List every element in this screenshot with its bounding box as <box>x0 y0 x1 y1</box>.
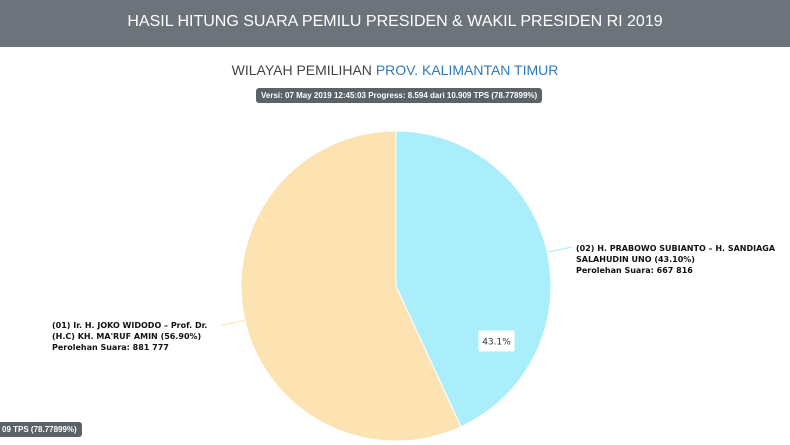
pie <box>240 130 552 442</box>
votes-label: 667 816 <box>656 266 693 275</box>
tooltip-box <box>477 329 516 353</box>
tooltip-label: 43.1% <box>482 338 511 348</box>
votes-caption: Perolehan Suara: <box>576 266 654 275</box>
connector <box>221 319 248 326</box>
votes-label: 881 777 <box>132 343 169 352</box>
chart-title: WILAYAH PEMILIHAN PROV. KALIMANTAN TIMUR <box>0 62 790 78</box>
title-text: WILAYAH PEMILIHAN <box>231 62 372 78</box>
slice-label: (02) H. PRABOWO SUBIANTO – H. SANDIAGA S… <box>576 243 776 276</box>
version-badge: Versi: 07 May 2019 12:45:03 Progress: 8.… <box>256 88 543 103</box>
footer-badge: 09 TPS (78.77899%) <box>0 422 82 437</box>
slice-value: (56.90%) <box>160 332 202 341</box>
slice-name: (02) H. PRABOWO SUBIANTO – H. SANDIAGA S… <box>576 244 776 264</box>
slice-label: (01) Ir. H. JOKO WIDODO – Prof. Dr. (H.C… <box>52 320 227 353</box>
votes-caption: Perolehan Suara: <box>52 343 130 352</box>
title-region: PROV. KALIMANTAN TIMUR <box>375 62 559 78</box>
connector <box>547 246 573 253</box>
header-title: HASIL HITUNG SUARA PEMILU PRESIDEN & WAK… <box>0 0 790 47</box>
pie-slice[interactable] <box>240 130 462 442</box>
pie-slice[interactable] <box>395 130 552 428</box>
slice-value: (43.10%) <box>654 255 695 264</box>
slice-name: (01) Ir. H. JOKO WIDODO – Prof. Dr. (H.C… <box>52 321 208 341</box>
